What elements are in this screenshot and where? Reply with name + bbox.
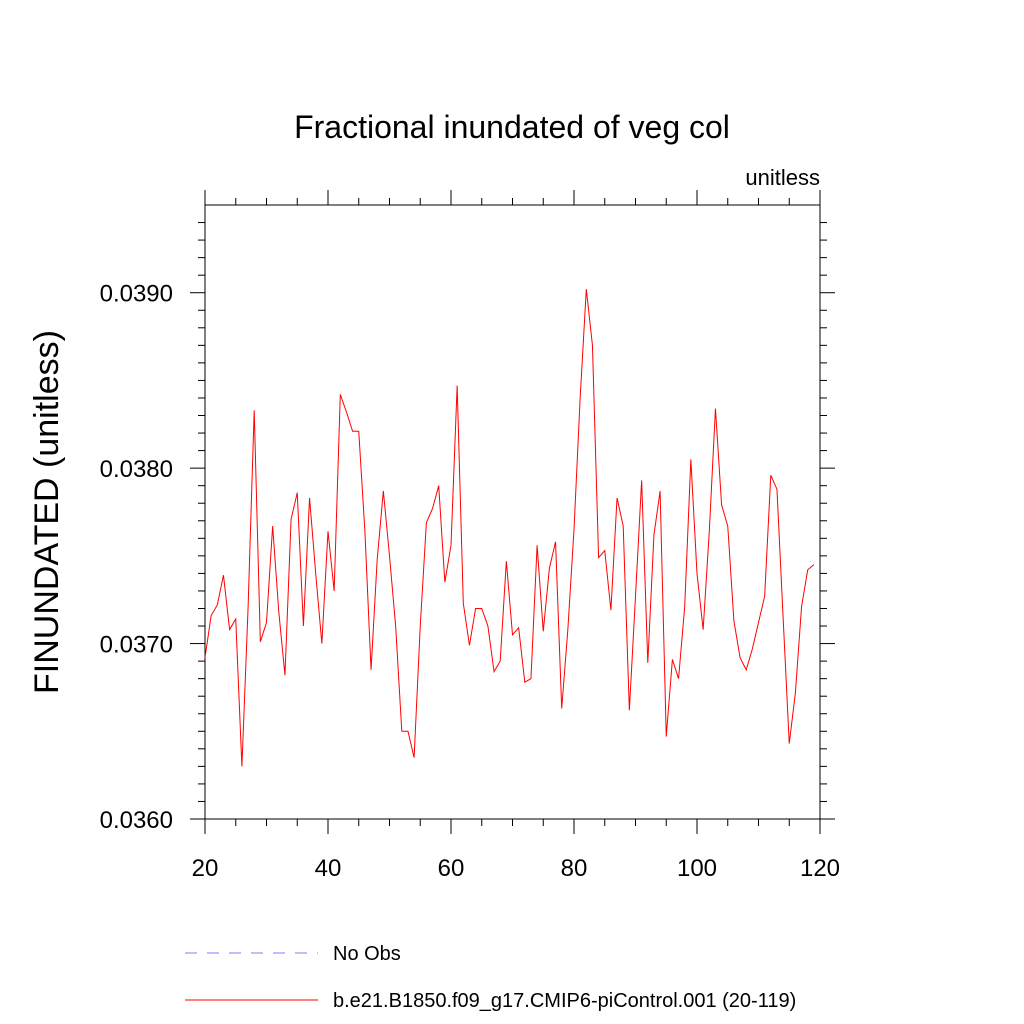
x-tick-label: 60 (438, 855, 465, 882)
chart-units: unitless (745, 165, 820, 190)
axis-ticks (190, 190, 835, 834)
legend-label: No Obs (333, 943, 401, 965)
legend: No Obs b.e21.B1850.f09_g17.CMIP6-piContro… (185, 943, 796, 1012)
x-tick-label: 20 (192, 855, 219, 882)
axis-tick-labels: 20 40 60 80 100 120 0.0360 0.0370 0.0380 0.0390 (100, 281, 840, 882)
x-tick-label: 120 (800, 855, 840, 882)
series-lines (204, 289, 815, 767)
x-tick-label: 80 (561, 855, 588, 882)
x-tick-label: 40 (315, 855, 342, 882)
series-line-1 (204, 289, 815, 767)
y-tick-label: 0.0360 (100, 807, 173, 834)
y-axis-label: FINUNDATED (unitless) (28, 330, 66, 694)
y-tick-label: 0.0380 (100, 456, 173, 483)
y-tick-label: 0.0390 (100, 281, 173, 308)
chart-title: Fractional inundated of veg col (294, 109, 730, 145)
y-tick-label: 0.0370 (100, 632, 173, 659)
legend-label: b.e21.B1850.f09_g17.CMIP6-piControl.001 … (333, 990, 796, 1012)
x-tick-label: 100 (677, 855, 717, 882)
plot-frame (204, 204, 821, 820)
